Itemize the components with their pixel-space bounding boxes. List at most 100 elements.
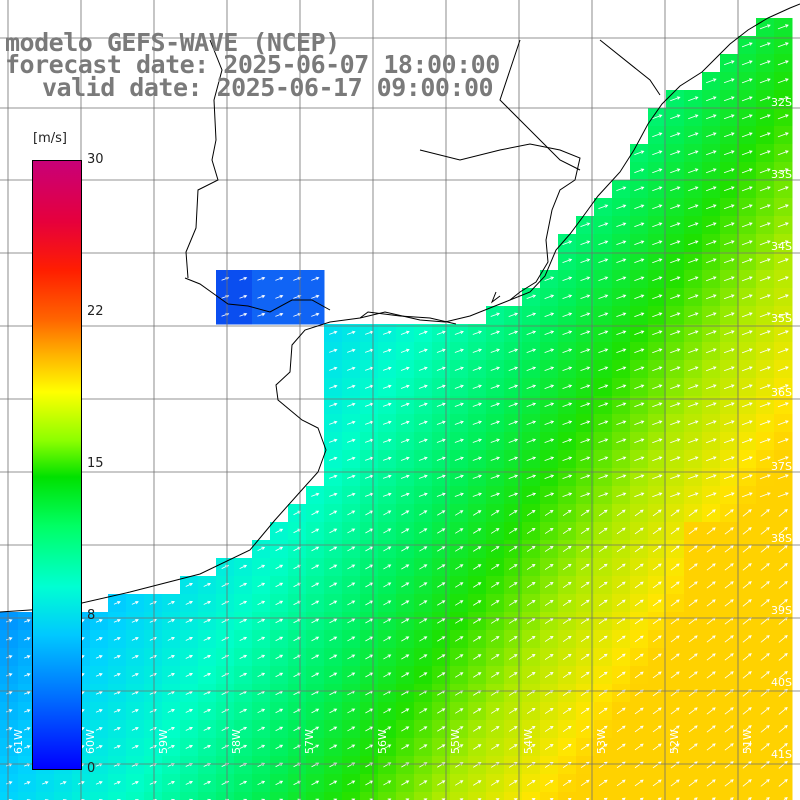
wind-arrow bbox=[652, 545, 662, 553]
wind-arrow bbox=[562, 384, 573, 390]
wind-arrow bbox=[311, 582, 320, 588]
wind-arrow bbox=[670, 527, 680, 535]
wind-arrow bbox=[490, 384, 501, 389]
wind-arrow bbox=[383, 744, 392, 750]
wind-arrow bbox=[741, 96, 753, 102]
wind-arrow bbox=[688, 186, 699, 192]
colorbar-tick-15: 15 bbox=[87, 456, 104, 471]
wind-arrow bbox=[495, 798, 500, 800]
wind-arrow bbox=[705, 204, 717, 210]
wind-arrow bbox=[562, 725, 572, 732]
wind-arrow bbox=[23, 709, 31, 713]
wind-cell bbox=[540, 792, 559, 800]
wind-arrow bbox=[95, 655, 103, 659]
wind-arrow bbox=[724, 653, 734, 661]
wind-arrow bbox=[383, 510, 392, 516]
wind-arrow bbox=[778, 635, 788, 643]
wind-arrow bbox=[580, 348, 591, 354]
wind-arrow bbox=[580, 384, 591, 390]
wind-arrow bbox=[419, 762, 428, 768]
wind-arrow bbox=[329, 600, 338, 606]
wind-arrow bbox=[741, 222, 753, 228]
wind-arrow bbox=[705, 78, 717, 84]
wind-arrow bbox=[652, 186, 663, 192]
wind-arrow bbox=[777, 294, 789, 300]
wind-arrow bbox=[598, 492, 609, 498]
wind-arrow bbox=[688, 581, 698, 589]
wind-arrow bbox=[437, 582, 446, 588]
wind-arrow bbox=[383, 618, 392, 624]
wind-arrow bbox=[652, 707, 662, 715]
wind-arrow bbox=[472, 456, 482, 461]
wind-arrow bbox=[616, 438, 627, 444]
wind-arrow bbox=[723, 348, 735, 354]
wind-arrow bbox=[401, 726, 410, 732]
wind-arrow bbox=[598, 204, 609, 210]
wind-arrow bbox=[688, 599, 698, 607]
wind-arrow bbox=[670, 779, 680, 787]
wind-arrow bbox=[688, 366, 699, 372]
wind-arrow bbox=[329, 654, 338, 660]
wind-arrow bbox=[634, 348, 645, 354]
wind-cell bbox=[306, 792, 325, 800]
wind-arrow bbox=[634, 330, 645, 336]
wind-arrow bbox=[705, 240, 717, 246]
lon-label: 57W bbox=[303, 729, 316, 754]
wind-arrow bbox=[670, 581, 680, 589]
wind-arrow bbox=[580, 492, 591, 498]
wind-arrow bbox=[598, 671, 608, 679]
wind-arrow bbox=[652, 294, 663, 300]
wind-arrow bbox=[580, 366, 591, 372]
wind-cell bbox=[90, 792, 109, 800]
wind-arrow bbox=[544, 456, 555, 461]
wind-arrow bbox=[418, 420, 428, 425]
wind-cell bbox=[396, 792, 415, 800]
wind-arrow bbox=[293, 294, 302, 299]
wind-arrow bbox=[544, 330, 555, 335]
wind-arrow bbox=[131, 726, 139, 731]
wind-arrow bbox=[723, 384, 735, 390]
wind-arrow bbox=[293, 636, 302, 642]
wind-arrow bbox=[508, 780, 518, 786]
wind-arrow bbox=[508, 600, 518, 606]
wind-arrow bbox=[741, 186, 753, 192]
wind-arrow bbox=[6, 637, 13, 641]
wind-arrow bbox=[131, 672, 139, 677]
wind-arrow bbox=[382, 456, 392, 461]
wind-arrow bbox=[634, 581, 644, 589]
wind-arrow bbox=[760, 707, 770, 715]
wind-arrow bbox=[419, 510, 428, 516]
wind-arrow bbox=[418, 384, 428, 389]
wind-arrow bbox=[778, 509, 788, 517]
wind-arrow bbox=[759, 312, 771, 318]
wind-arrow bbox=[508, 330, 519, 335]
wind-cell bbox=[522, 792, 541, 800]
wind-arrow bbox=[652, 635, 662, 643]
wind-arrow bbox=[23, 619, 31, 623]
wind-arrow bbox=[670, 653, 680, 661]
wind-arrow bbox=[311, 744, 320, 750]
wind-arrow bbox=[455, 528, 464, 534]
wind-arrow bbox=[777, 384, 789, 390]
wind-arrow bbox=[490, 564, 500, 570]
wind-cell bbox=[198, 792, 217, 800]
wind-arrow bbox=[418, 456, 428, 461]
wind-arrow bbox=[544, 599, 554, 606]
wind-arrow bbox=[544, 653, 554, 660]
wind-cell bbox=[108, 792, 127, 800]
wind-cell bbox=[738, 792, 757, 800]
wind-arrow bbox=[759, 150, 771, 156]
wind-arrow bbox=[688, 492, 699, 498]
wind-cell bbox=[630, 792, 649, 800]
wind-arrow bbox=[419, 528, 428, 534]
wind-arrow bbox=[688, 509, 698, 517]
wind-arrow bbox=[490, 348, 501, 353]
wind-arrow bbox=[723, 402, 735, 408]
wind-arrow bbox=[436, 456, 446, 461]
wind-arrow bbox=[688, 294, 699, 300]
wind-arrow bbox=[347, 348, 356, 353]
wind-arrow bbox=[185, 672, 193, 677]
wind-arrow bbox=[598, 456, 609, 462]
wind-arrow bbox=[688, 779, 698, 787]
wind-arrow bbox=[723, 150, 735, 156]
